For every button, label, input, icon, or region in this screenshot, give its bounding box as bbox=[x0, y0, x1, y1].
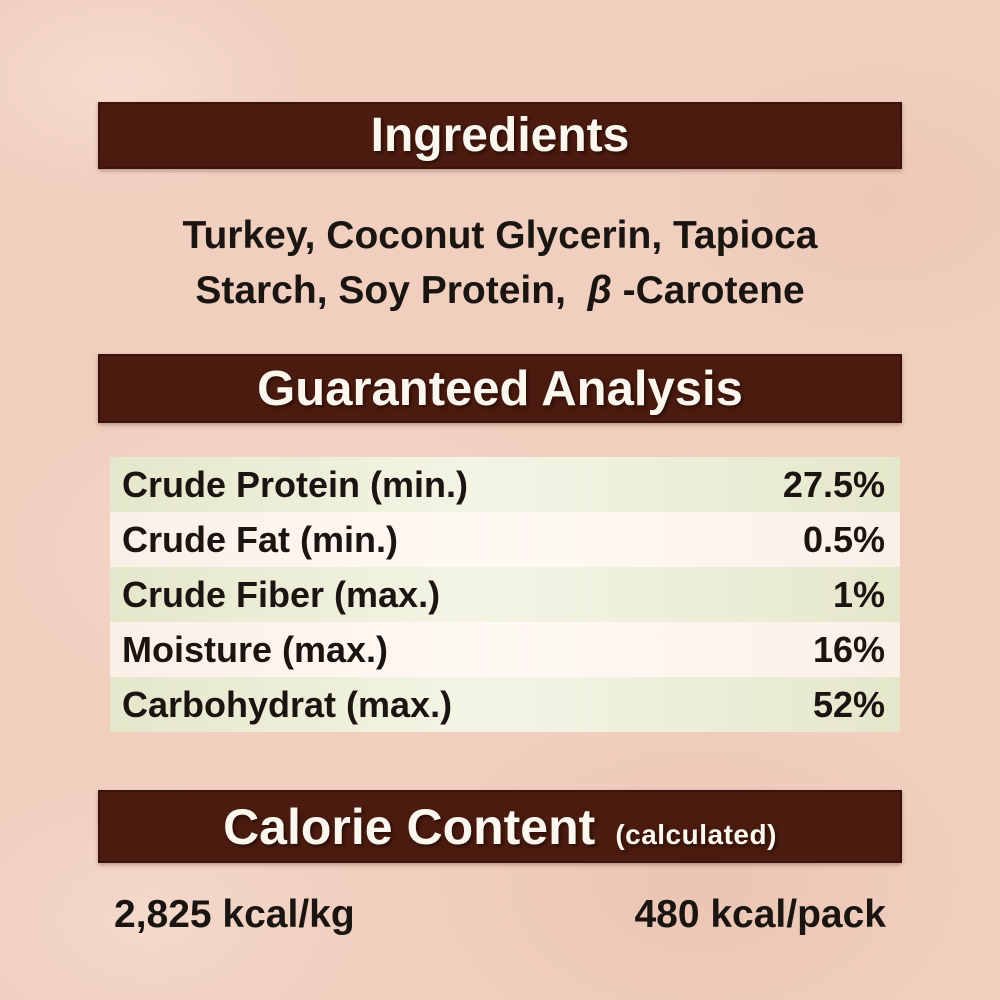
row-value: 16% bbox=[812, 628, 885, 670]
table-row: Crude Fiber (max.) 1% bbox=[110, 567, 900, 622]
table-row: Moisture (max.) 16% bbox=[110, 622, 900, 677]
calorie-content-header-banner: Calorie Content (calculated) bbox=[98, 790, 902, 863]
ingredients-list: Turkey, Coconut Glycerin, Tapioca Starch… bbox=[98, 208, 902, 318]
calories-per-kg: 2,825 kcal/kg bbox=[114, 893, 355, 936]
ingredients-line-2-text: Starch, Soy Protein, bbox=[195, 269, 588, 312]
ingredients-line-2: Starch, Soy Protein, β -Carotene bbox=[98, 263, 902, 318]
row-label: Crude Fat (min.) bbox=[122, 518, 398, 560]
table-row: Crude Fat (min.) 0.5% bbox=[110, 512, 900, 567]
ingredients-line-2-tail: -Carotene bbox=[611, 269, 805, 312]
row-label: Crude Protein (min.) bbox=[122, 463, 469, 505]
row-value: 27.5% bbox=[782, 463, 885, 505]
row-value: 52% bbox=[812, 683, 885, 725]
ingredients-line-1-text: Turkey, Coconut Glycerin, Tapioca bbox=[182, 214, 818, 257]
calorie-content-subtitle: (calculated) bbox=[615, 818, 777, 850]
guaranteed-analysis-header-banner: Guaranteed Analysis bbox=[98, 354, 902, 423]
calorie-content-title-line: Calorie Content (calculated) bbox=[223, 798, 777, 856]
row-label: Moisture (max.) bbox=[122, 628, 389, 670]
table-row: Crude Protein (min.) 27.5% bbox=[110, 457, 900, 512]
ingredients-line-1: Turkey, Coconut Glycerin, Tapioca bbox=[98, 208, 902, 263]
row-label: Crude Fiber (max.) bbox=[122, 573, 441, 615]
row-value: 1% bbox=[832, 573, 885, 615]
ingredients-title: Ingredients bbox=[370, 109, 630, 162]
calories-per-pack: 480 kcal/pack bbox=[634, 893, 886, 936]
calorie-values: 2,825 kcal/kg 480 kcal/pack bbox=[98, 893, 902, 937]
row-label: Carbohydrat (max.) bbox=[122, 683, 453, 725]
guaranteed-analysis-title: Guaranteed Analysis bbox=[257, 361, 743, 416]
row-value: 0.5% bbox=[802, 518, 885, 560]
guaranteed-analysis-table: Crude Protein (min.) 27.5% Crude Fat (mi… bbox=[110, 457, 900, 732]
ingredients-header-banner: Ingredients bbox=[98, 102, 902, 169]
beta-symbol: β bbox=[587, 269, 612, 312]
table-row: Carbohydrat (max.) 52% bbox=[110, 677, 900, 732]
calorie-content-title: Calorie Content bbox=[223, 798, 596, 855]
